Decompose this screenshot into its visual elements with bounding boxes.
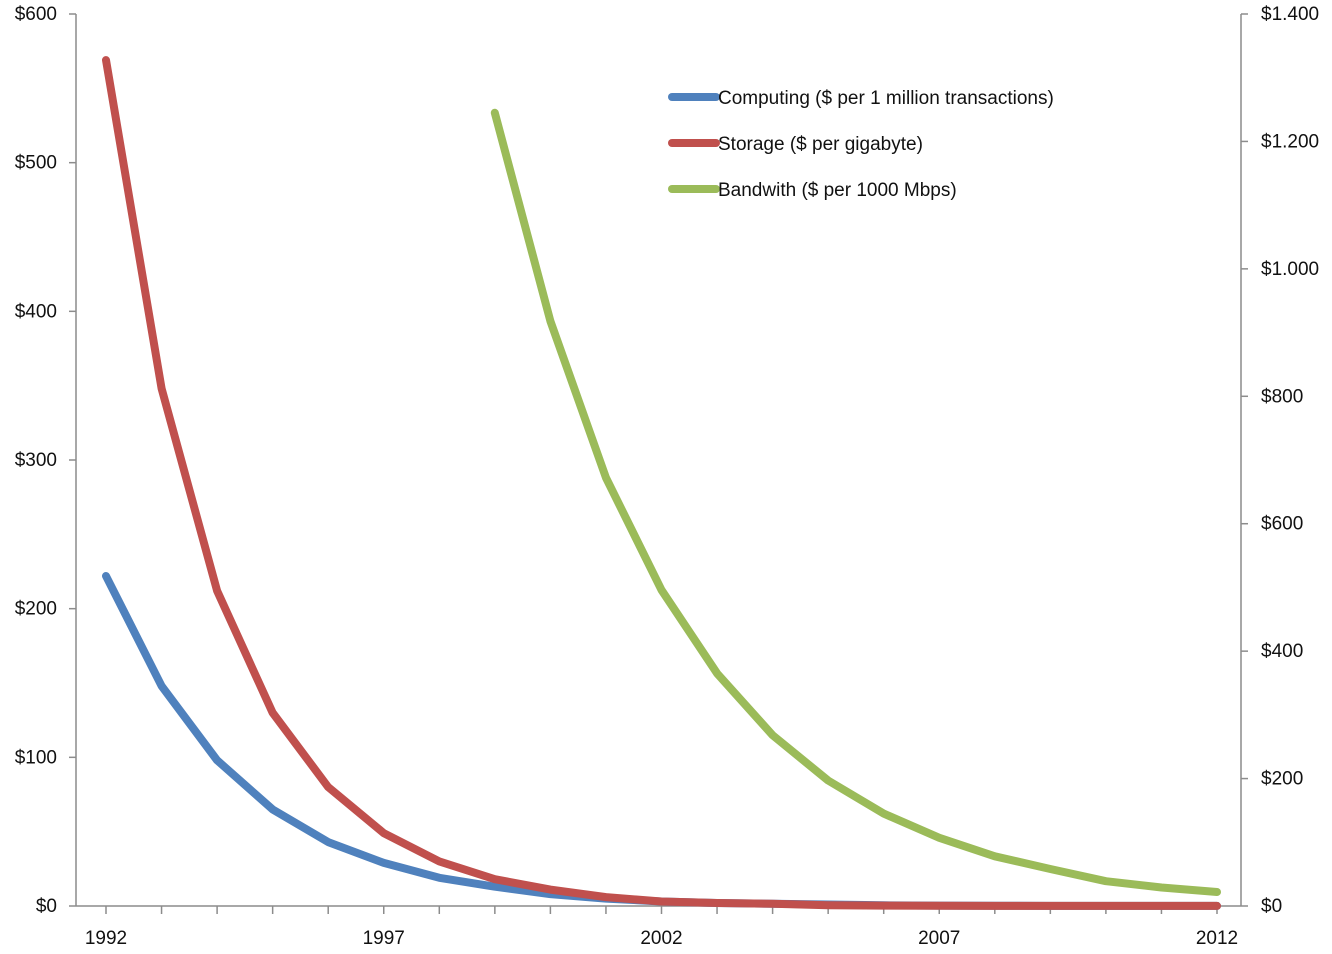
y-left-tick-label: $500 [15, 153, 57, 174]
y-left-tick-label: $300 [15, 450, 57, 471]
series-line-0 [106, 576, 1217, 906]
y-right-tick-label: $0 [1261, 896, 1282, 917]
y-left-tick-label: $100 [15, 747, 57, 768]
x-tick-label: 2012 [1196, 928, 1238, 949]
y-right-tick-label: $800 [1261, 386, 1303, 407]
axes: $0 $100 $200 $300 $400 $500 $600 $0 $200 $400 $600… [15, 4, 1319, 949]
legend-label-2: Bandwith ($ per 1000 Mbps) [718, 180, 957, 201]
series-line-1 [106, 60, 1217, 906]
y-left-tick-label: $200 [15, 599, 57, 620]
x-tick-label: 1997 [363, 928, 405, 949]
x-tick-label: 2007 [918, 928, 960, 949]
y-left-tick-label: $400 [15, 301, 57, 322]
y-right-tick-label: $1.000 [1261, 259, 1319, 280]
x-tick-label: 2002 [640, 928, 682, 949]
series-lines [106, 60, 1217, 906]
x-tick-label: 1992 [85, 928, 127, 949]
y-left-tick-label: $0 [36, 896, 57, 917]
y-right-tick-label: $1.400 [1261, 4, 1319, 25]
y-right-tick-label: $1.200 [1261, 131, 1319, 152]
y-right-tick-label: $600 [1261, 514, 1303, 535]
legend: Computing ($ per 1 million transactions)… [672, 88, 1054, 201]
legend-label-1: Storage ($ per gigabyte) [718, 134, 923, 155]
y-right-tick-label: $400 [1261, 641, 1303, 662]
y-left-tick-label: $600 [15, 4, 57, 25]
series-line-2 [495, 113, 1217, 892]
y-right-tick-label: $200 [1261, 769, 1303, 790]
legend-label-0: Computing ($ per 1 million transactions) [718, 88, 1054, 109]
